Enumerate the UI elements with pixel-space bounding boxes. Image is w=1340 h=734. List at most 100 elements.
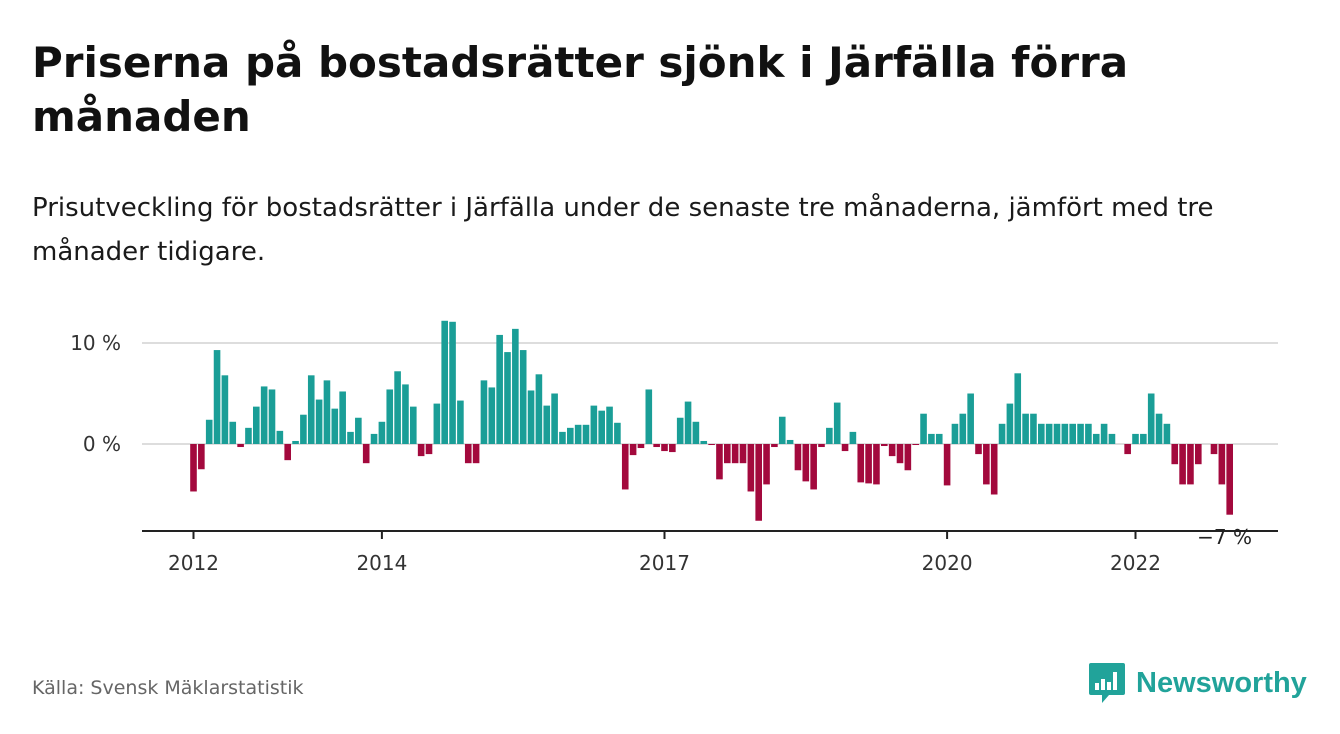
bar-positive — [951, 423, 959, 444]
bar-negative — [794, 444, 802, 471]
bar-negative — [1218, 444, 1226, 485]
bar-positive — [1108, 433, 1116, 444]
bar-positive — [1022, 413, 1029, 444]
bar-positive — [260, 386, 268, 444]
x-tick-label: 2022 — [1110, 551, 1161, 575]
bar-negative — [724, 444, 731, 464]
bar-positive — [692, 421, 700, 444]
bar-negative — [857, 444, 865, 483]
chart-title: Priserna på bostadsrätter sjönk i Järfäl… — [32, 38, 1129, 141]
bar-positive — [920, 413, 927, 444]
bar-positive — [394, 371, 401, 444]
bar-negative — [629, 444, 637, 456]
bar-positive — [826, 427, 833, 444]
bar-negative — [198, 444, 205, 470]
bar-negative — [755, 444, 762, 521]
chart-subtitle: Prisutveckling för bostadsrätter i Järfä… — [32, 193, 1214, 267]
bar-positive — [684, 401, 692, 444]
bar-positive — [213, 350, 221, 444]
bar-negative — [1124, 444, 1131, 455]
bar-negative — [708, 444, 715, 446]
last-value-label: −7 % — [1197, 525, 1252, 549]
bar-negative — [904, 444, 912, 471]
bar-positive — [967, 393, 974, 444]
bar-positive — [833, 402, 841, 444]
bar-negative — [888, 444, 896, 457]
bar-positive — [606, 406, 613, 444]
bar-negative — [637, 444, 645, 449]
bar-negative — [1195, 444, 1202, 465]
bar-negative — [912, 444, 919, 446]
bar-positive — [307, 375, 315, 444]
source-note: Källa: Svensk Mäklarstatistik — [32, 677, 304, 699]
bar-positive — [1038, 423, 1045, 444]
bar-positive — [480, 380, 488, 444]
bar-positive — [700, 440, 708, 444]
bar-negative — [1179, 444, 1186, 485]
bar-positive — [386, 389, 394, 444]
bar-positive — [935, 433, 943, 444]
bar-negative — [1187, 444, 1194, 485]
bar-negative — [975, 444, 982, 455]
bar-positive — [221, 375, 229, 444]
bar-positive — [229, 421, 237, 444]
bar-positive — [574, 424, 582, 444]
bar-positive — [1077, 423, 1084, 444]
bar-positive — [245, 427, 252, 444]
bar-negative — [1226, 444, 1233, 515]
y-tick-label: 0 % — [83, 432, 121, 456]
bar-positive — [535, 374, 543, 444]
bar-negative — [943, 444, 951, 486]
bar-positive — [527, 390, 535, 444]
bar-positive — [567, 427, 574, 444]
bar-positive — [1014, 373, 1022, 444]
bar-negative — [669, 444, 676, 453]
bar-positive — [433, 403, 441, 444]
bar-positive — [355, 417, 362, 444]
bar-positive — [331, 408, 339, 444]
brand-logo: Newsworthy — [1088, 660, 1307, 706]
bar-positive — [590, 405, 598, 444]
bar-negative — [425, 444, 433, 455]
bar-positive — [786, 439, 794, 444]
bar-positive — [559, 431, 566, 444]
bar-positive — [276, 430, 284, 444]
bar-negative — [739, 444, 747, 464]
bar-positive — [1061, 423, 1069, 444]
bar-positive — [1006, 403, 1014, 444]
newsworthy-logo-icon — [1089, 663, 1125, 703]
bar-positive — [457, 400, 464, 444]
x-tick-label: 2012 — [168, 551, 219, 575]
bar-positive — [253, 406, 260, 444]
bar-positive — [496, 334, 503, 444]
bar-positive — [928, 433, 935, 444]
bar-positive — [614, 422, 621, 444]
bar-negative — [881, 444, 888, 447]
bar-positive — [402, 384, 409, 444]
bar-positive — [1085, 423, 1092, 444]
bar-positive — [323, 380, 331, 444]
bar-positive — [292, 440, 299, 444]
bar-negative — [362, 444, 370, 464]
bar-negative — [810, 444, 817, 490]
bar-positive — [543, 405, 551, 444]
x-tick-label: 2020 — [922, 551, 973, 575]
bar-positive — [1069, 423, 1076, 444]
bar-negative — [983, 444, 990, 485]
bar-positive — [347, 431, 354, 444]
bar-positive — [551, 393, 558, 444]
bar-positive — [441, 320, 448, 444]
bar-negative — [1171, 444, 1179, 465]
bar-negative — [716, 444, 723, 480]
bar-positive — [205, 419, 213, 444]
bar-negative — [284, 444, 291, 461]
y-tick-label: 10 % — [70, 331, 121, 355]
bar-negative — [237, 444, 244, 448]
bar-negative — [653, 444, 660, 448]
bar-positive — [300, 414, 307, 444]
bar-negative — [896, 444, 904, 464]
bar-positive — [849, 431, 857, 444]
bar-negative — [464, 444, 472, 464]
bar-positive — [1132, 433, 1139, 444]
bar-positive — [1030, 413, 1037, 444]
